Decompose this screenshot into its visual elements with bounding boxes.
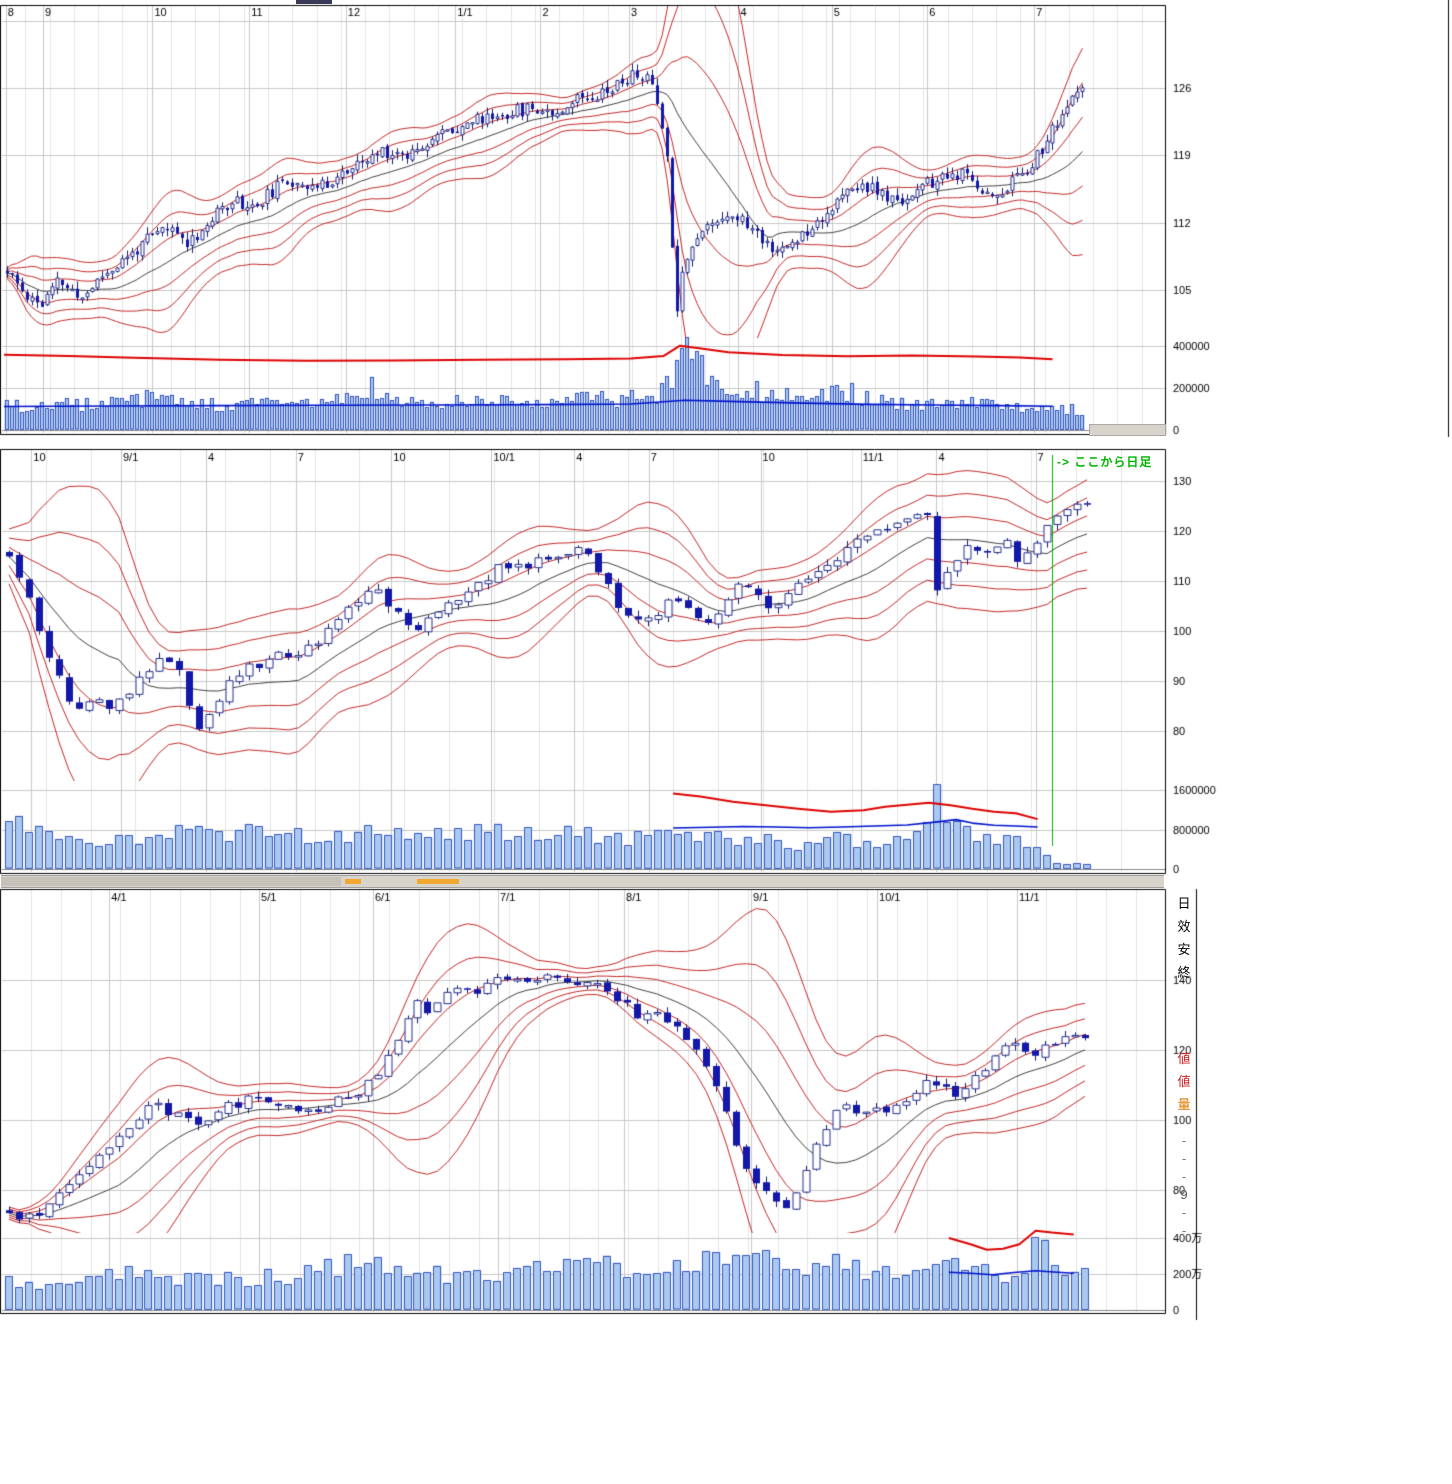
legend-char: - [1181,1151,1187,1166]
daily-bars-from-here-label: -> ここから日足 [1057,455,1153,469]
window-chrome-remnant [296,0,332,4]
legend-char: 値 [1177,1074,1191,1089]
legend-char: - [1181,1205,1187,1220]
scrollbar-marker-icon [345,879,361,884]
scrollbar-thumb[interactable] [1,877,341,886]
panel1-scrollbar-corner[interactable] [1089,424,1166,436]
legend-char: 量 [1177,1097,1191,1112]
panel2-horizontal-scrollbar[interactable] [1,875,1164,888]
legend-char: 安 [1177,942,1191,957]
legend-char: - [1181,1133,1187,1148]
legend-char: - [1181,1169,1187,1184]
legend-char: - [1181,1223,1187,1238]
legend-char: 値 [1177,1051,1191,1066]
legend-char: 9 [1180,1187,1188,1202]
scrollbar-marker-icon [417,879,459,884]
legend-char: 日 [1177,896,1191,911]
legend-char: 終 [1177,965,1191,980]
legend-char: 效 [1177,919,1191,934]
